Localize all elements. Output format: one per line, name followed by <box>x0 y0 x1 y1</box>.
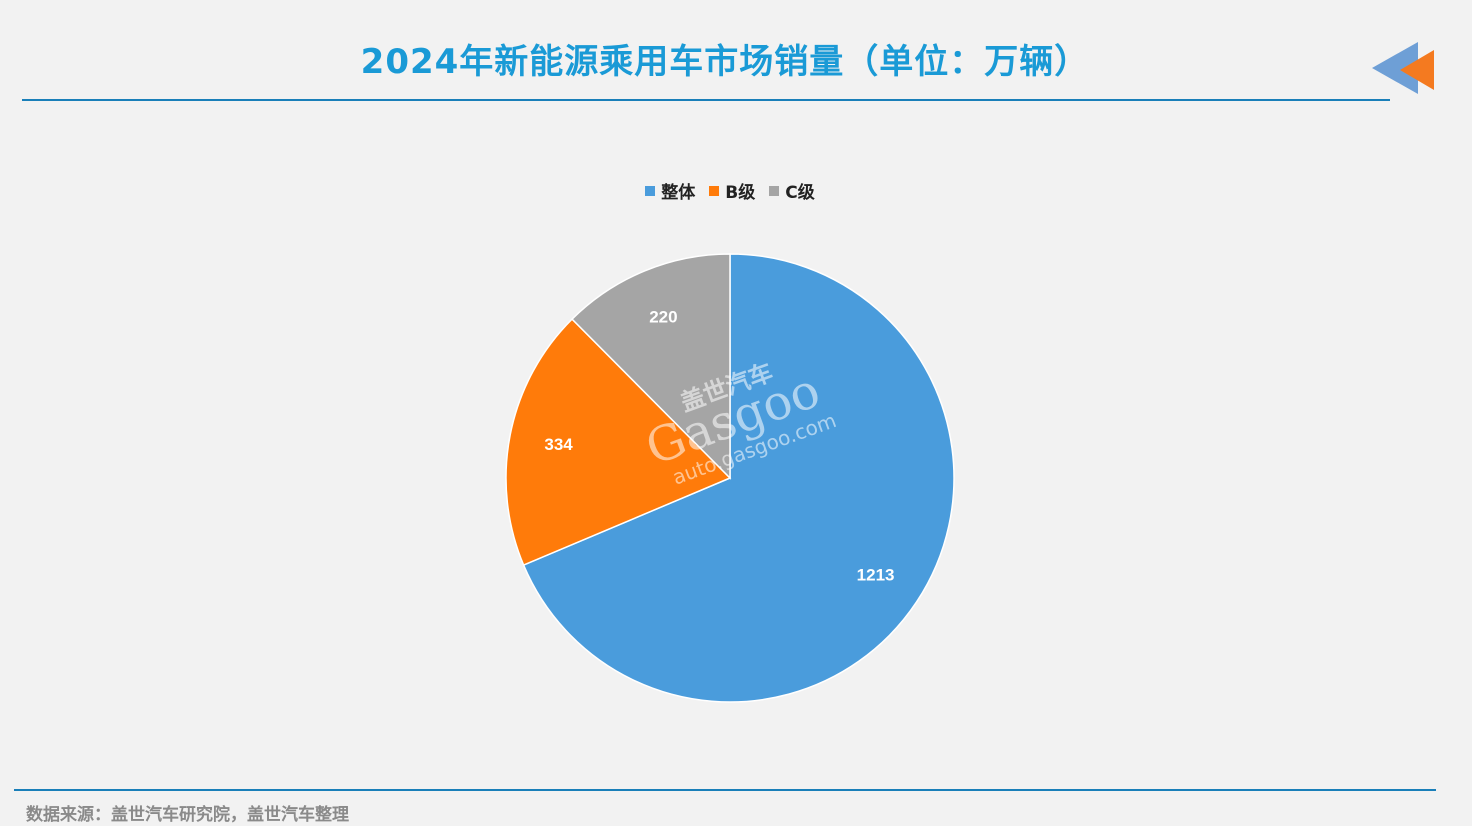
pie-slice <box>571 253 731 480</box>
legend-swatch <box>709 185 720 196</box>
legend-label: C级 <box>785 183 815 203</box>
legend-swatch <box>769 185 780 196</box>
source-note: 数据来源：盖世汽车研究院，盖世汽车整理 <box>26 805 349 825</box>
pie-slice <box>505 318 732 567</box>
chart-legend: 整体 B级 C级 <box>0 178 1460 203</box>
legend-item: 整体 <box>645 178 695 203</box>
slice-value-label: 220 <box>649 307 677 326</box>
footer-divider <box>14 789 1436 791</box>
legend-item: C级 <box>769 178 815 203</box>
logo-orange-triangle <box>1400 50 1434 90</box>
logo-blue-triangle <box>1372 42 1418 94</box>
arrow-logo-icon <box>1372 42 1434 94</box>
legend-label: 整体 <box>661 183 696 203</box>
slice-value-label: 1213 <box>857 566 895 585</box>
pie-slice <box>522 253 955 703</box>
slice-value-label: 334 <box>544 435 573 454</box>
legend-label: B级 <box>725 183 756 203</box>
page-title: 2024年新能源乘用车市场销量（单位：万辆） <box>360 42 1090 82</box>
legend-swatch <box>645 185 656 196</box>
title-divider <box>22 99 1390 101</box>
legend-item: B级 <box>709 178 755 203</box>
